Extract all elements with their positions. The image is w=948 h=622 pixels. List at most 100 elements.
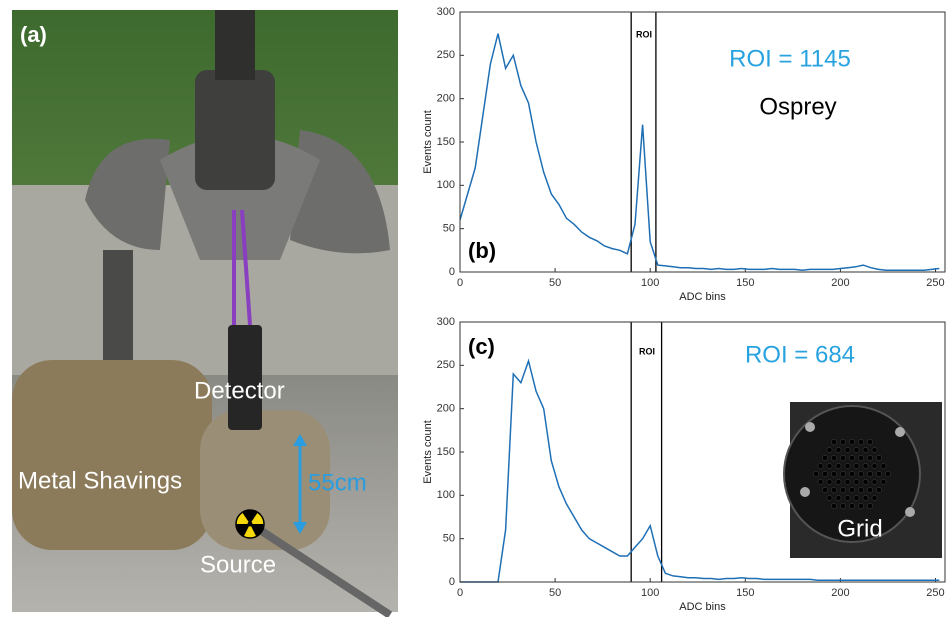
y-tick-label: 0 xyxy=(449,576,455,588)
grid-hole xyxy=(881,479,886,484)
grid-hole xyxy=(827,495,832,500)
y-axis-label: Events count xyxy=(422,420,434,484)
y-tick-label: 50 xyxy=(443,533,455,545)
panel-label: (a) xyxy=(20,22,47,47)
x-axis-label: ADC bins xyxy=(679,601,726,613)
x-axis-label: ADC bins xyxy=(679,291,726,303)
grid-hole xyxy=(872,479,877,484)
x-tick-label: 200 xyxy=(831,277,849,289)
x-tick-label: 100 xyxy=(641,587,659,599)
figure: (a) Detector Metal Shavings 55cm Source … xyxy=(0,0,948,617)
x-tick-label: 250 xyxy=(926,587,944,599)
y-tick-label: 100 xyxy=(437,489,455,501)
grid-hole xyxy=(831,455,836,460)
grid-hole xyxy=(831,503,836,508)
source-label: Source xyxy=(200,551,276,578)
grid-hole xyxy=(858,455,863,460)
grid-hole xyxy=(849,487,854,492)
screw xyxy=(800,487,810,497)
grid-hole xyxy=(858,487,863,492)
grid-hole xyxy=(827,463,832,468)
grid-hole xyxy=(849,455,854,460)
grid-hole xyxy=(858,503,863,508)
x-tick-label: 150 xyxy=(736,587,754,599)
annotation: ROI = 1145 xyxy=(729,45,851,72)
grid-hole xyxy=(858,439,863,444)
screw xyxy=(895,427,905,437)
grid-hole xyxy=(867,503,872,508)
photo: (a) Detector Metal Shavings 55cm Source xyxy=(12,10,398,615)
grid-hole xyxy=(863,463,868,468)
grid-hole xyxy=(858,471,863,476)
grid-hole xyxy=(845,495,850,500)
plot-frame xyxy=(460,12,945,272)
grid-hole xyxy=(854,463,859,468)
y-tick-label: 150 xyxy=(437,446,455,458)
grid-hole xyxy=(876,487,881,492)
grid-hole xyxy=(867,439,872,444)
x-tick-label: 150 xyxy=(736,277,754,289)
screw xyxy=(805,422,815,432)
grid-hole xyxy=(854,447,859,452)
grid-hole xyxy=(836,463,841,468)
grid-hole xyxy=(876,471,881,476)
grid-hole xyxy=(863,495,868,500)
grid-hole xyxy=(872,495,877,500)
grid-hole xyxy=(854,479,859,484)
distance-label: 55cm xyxy=(308,469,367,496)
grid-hole xyxy=(822,487,827,492)
grid-hole xyxy=(836,479,841,484)
grid-hole xyxy=(831,487,836,492)
grid-hole xyxy=(849,439,854,444)
y-tick-label: 200 xyxy=(437,403,455,415)
grid-hole xyxy=(854,495,859,500)
y-tick-label: 50 xyxy=(443,223,455,235)
grid-hole xyxy=(849,503,854,508)
grid-hole xyxy=(818,463,823,468)
annotation: ROI xyxy=(636,29,652,39)
y-tick-label: 200 xyxy=(437,93,455,105)
y-tick-label: 150 xyxy=(437,136,455,148)
x-tick-label: 0 xyxy=(457,277,463,289)
grid-hole xyxy=(876,455,881,460)
page: {"photo": {"panel_label": "(a)", "detect… xyxy=(0,0,948,617)
grid-hole xyxy=(867,487,872,492)
x-tick-label: 200 xyxy=(831,587,849,599)
grid-hole xyxy=(840,439,845,444)
grid-hole xyxy=(867,455,872,460)
grid-hole xyxy=(867,471,872,476)
grid-hole xyxy=(863,447,868,452)
annotation: Osprey xyxy=(759,93,836,120)
spectrum-line xyxy=(460,34,939,271)
y-tick-label: 250 xyxy=(437,49,455,61)
grid-hole xyxy=(836,495,841,500)
y-tick-label: 250 xyxy=(437,359,455,371)
grid-hole xyxy=(872,447,877,452)
y-tick-label: 300 xyxy=(437,6,455,18)
x-tick-label: 250 xyxy=(926,277,944,289)
x-tick-label: 0 xyxy=(457,587,463,599)
x-tick-label: 100 xyxy=(641,277,659,289)
grid-hole xyxy=(822,455,827,460)
x-tick-label: 50 xyxy=(549,587,561,599)
chart: 0 50 100 150 200 250 300 0 50 100 150 200 250 ADC bin… xyxy=(422,316,945,613)
shavings-label: Metal Shavings xyxy=(18,467,182,494)
grid-hole xyxy=(845,447,850,452)
annotation: Grid xyxy=(837,515,882,542)
annotation: (b) xyxy=(468,238,496,263)
y-tick-label: 100 xyxy=(437,179,455,191)
grid-hole xyxy=(840,487,845,492)
grid-hole xyxy=(845,463,850,468)
grid-hole xyxy=(863,479,868,484)
y-tick-label: 300 xyxy=(437,316,455,328)
grid-hole xyxy=(881,463,886,468)
annotation: (c) xyxy=(468,334,495,359)
grid-hole xyxy=(813,471,818,476)
grid-hole xyxy=(885,471,890,476)
detector-label: Detector xyxy=(194,377,285,404)
grid-hole xyxy=(836,447,841,452)
screw xyxy=(905,507,915,517)
y-axis-label: Events count xyxy=(422,110,434,174)
grid-hole xyxy=(822,471,827,476)
